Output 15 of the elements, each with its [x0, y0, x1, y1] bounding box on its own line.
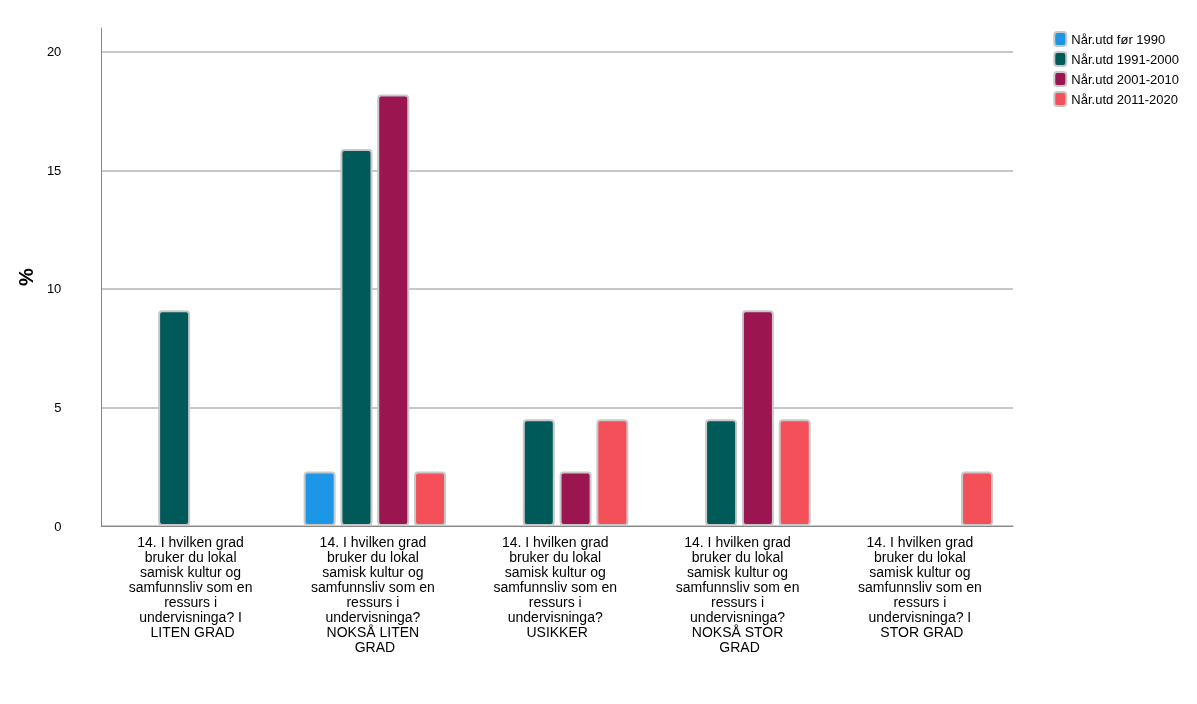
y-tick-label: 0: [54, 518, 62, 534]
x-tick-label: 14. I hvilken grad bruker du lokal samisk kultur og samfunnsliv som en ressurs i undervisninga? NOKSÅ LITEN GRAD: [311, 533, 439, 655]
legend-label: Når.utd 2011-2020: [1071, 91, 1179, 107]
x-tick-label: 14. I hvilken grad bruker du lokal samisk kultur og samfunnsliv som en ressurs i undervisninga? I LITEN GRAD: [128, 533, 257, 640]
y-tick-label: 15: [46, 162, 62, 178]
x-tick-label: 14. I hvilken grad bruker du lokal samisk kultur og samfunnsliv som en ressurs i undervisninga? NOKSÅ STOR GRAD: [675, 533, 804, 655]
legend-label: Når.utd 1991-2000: [1071, 51, 1180, 67]
y-tick-label: 5: [54, 399, 62, 415]
y-axis-title: %: [15, 267, 37, 286]
legend-label: Når.utd 2001-2010: [1071, 71, 1180, 87]
x-tick-label: 14. I hvilken grad bruker du lokal samisk kultur og samfunnsliv som en ressurs i undervisninga? USIKKER: [493, 533, 621, 640]
legend-label: Når.utd før 1990: [1071, 31, 1166, 47]
y-tick-label: 20: [46, 44, 62, 60]
x-tick-label: 14. I hvilken grad bruker du lokal samisk kultur og samfunnsliv som en ressurs i undervisninga? I STOR GRAD: [858, 533, 986, 640]
y-tick-label: 10: [46, 281, 62, 297]
